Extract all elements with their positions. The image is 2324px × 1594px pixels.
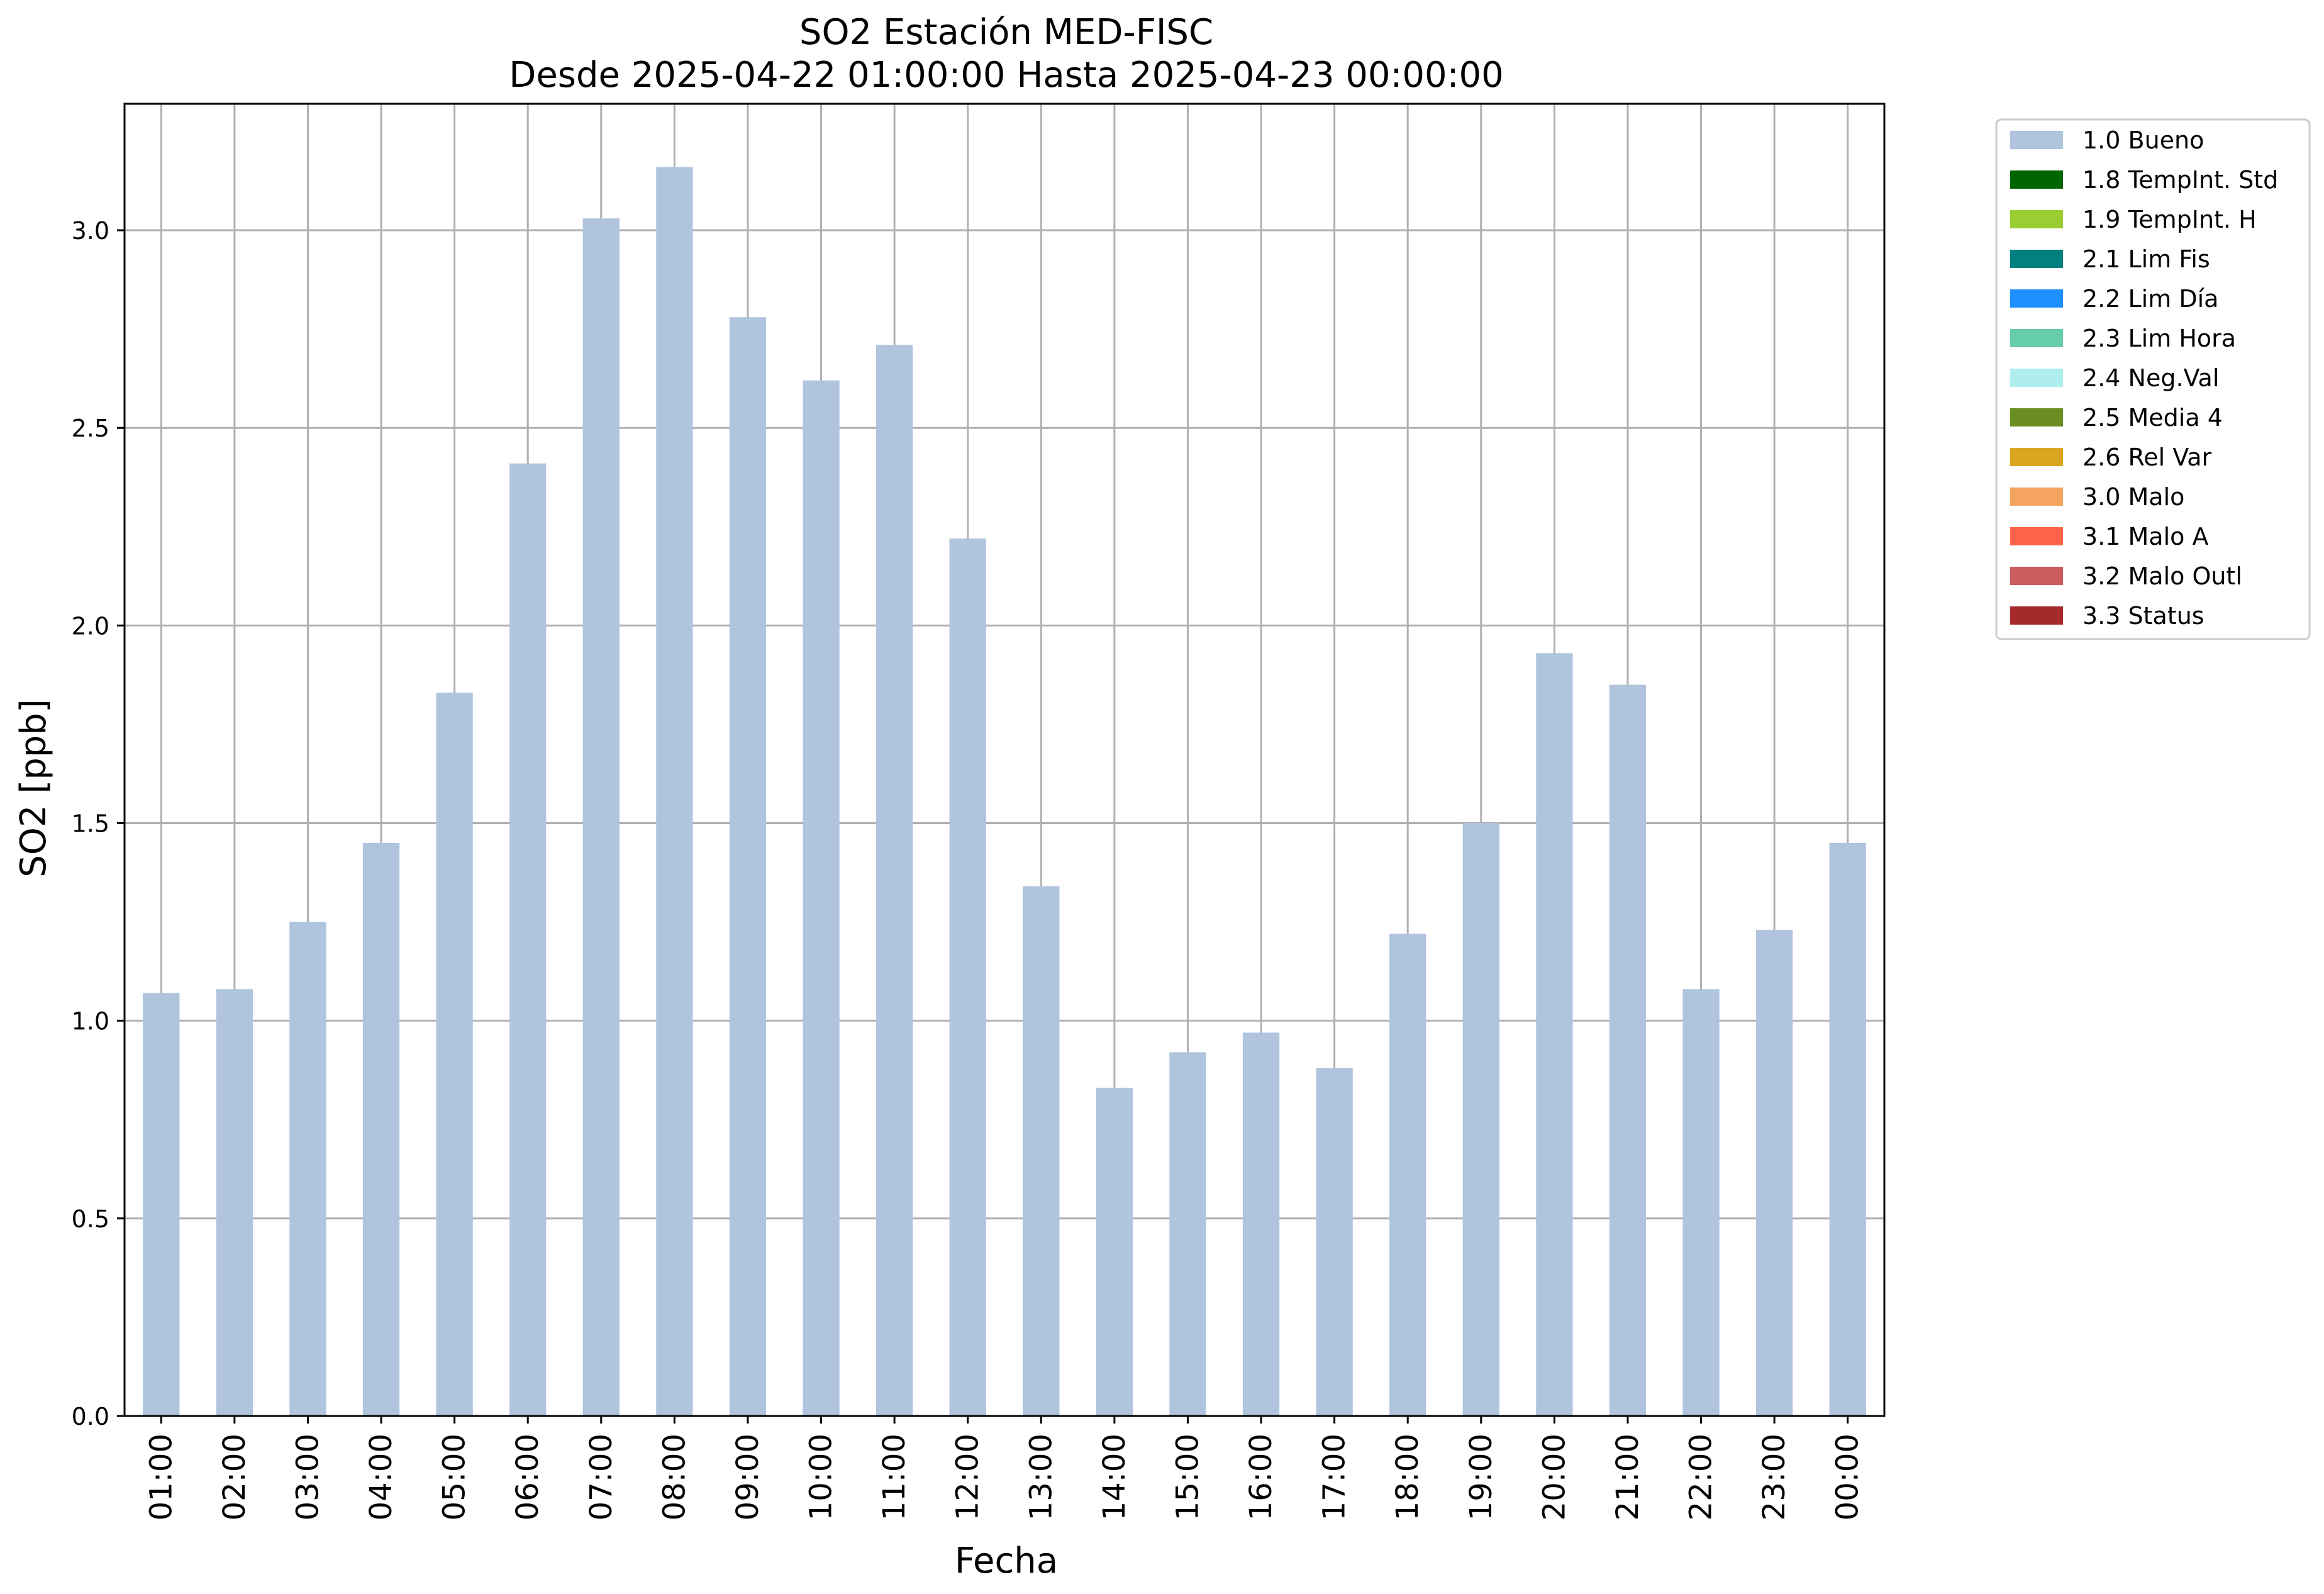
legend-swatch [2010,488,2063,506]
bar [1609,684,1647,1416]
y-tick-label: 2.0 [72,612,109,640]
legend-swatch [2010,527,2063,545]
legend-label: 2.3 Lim Hora [2082,325,2236,352]
bar [1389,934,1426,1416]
bar [656,167,693,1416]
bar [509,463,547,1416]
plot-frame [123,103,1886,1417]
bar [1755,930,1793,1416]
legend-swatch [2010,250,2063,268]
x-tick-label: 07:00 [584,1434,619,1520]
y-tick-label: 0.0 [72,1403,109,1430]
legend-label: 2.6 Rel Var [2082,443,2212,471]
x-tick-label: 02:00 [217,1434,252,1520]
x-tick-label: 13:00 [1023,1434,1059,1520]
bar [1169,1052,1206,1416]
legend-label: 1.0 Bueno [2082,126,2204,154]
x-tick-label: 16:00 [1243,1434,1279,1520]
x-tick-label: 15:00 [1170,1434,1205,1520]
x-tick-label: 21:00 [1610,1434,1645,1520]
y-tick-label: 2.5 [72,415,109,442]
bar [582,218,620,1417]
x-axis-label: Fecha [955,1541,1058,1581]
legend-swatch [2010,408,2063,426]
legend-label: 3.1 Malo A [2082,523,2208,550]
x-tick-label: 20:00 [1537,1434,1572,1520]
x-tick-label: 23:00 [1757,1434,1792,1520]
legend-label: 2.2 Lim Día [2082,285,2218,313]
bar [1462,823,1499,1416]
bar [1829,842,1866,1416]
y-tick-label: 3.0 [72,217,109,245]
x-tick-label: 14:00 [1097,1434,1132,1520]
bar [949,538,986,1417]
x-tick-label: 10:00 [804,1434,839,1520]
legend-swatch [2010,131,2063,149]
legend-label: 2.1 Lim Fis [2082,245,2210,273]
bar [436,693,473,1416]
x-tick-label: 01:00 [143,1434,179,1520]
x-tick-label: 08:00 [657,1434,692,1520]
legend-swatch [2010,210,2063,228]
bar [1536,653,1573,1416]
bar [143,993,180,1416]
x-tick-label: 17:00 [1317,1434,1352,1520]
legend-label: 1.9 TempInt. H [2082,206,2257,233]
legend-swatch [2010,289,2063,308]
x-tick-label: 06:00 [510,1434,545,1520]
y-tick-label: 1.0 [72,1008,109,1035]
legend-swatch [2010,170,2063,189]
bar [362,842,400,1416]
x-axis-ticks: 01:00 02:00 03:00 04:00 05:00 06:00 07:00 08:00… [143,1416,1865,1520]
y-axis-ticks: 0.0 0.5 1.0 1.5 2.0 2.5 3.0 [72,217,125,1430]
legend-swatch [2010,448,2063,466]
x-tick-label: 11:00 [877,1434,912,1520]
legend-label: 3.0 Malo [2082,483,2184,511]
bar [876,345,913,1417]
bar [1096,1088,1133,1416]
x-tick-label: 00:00 [1830,1434,1865,1520]
x-tick-label: 03:00 [290,1434,325,1520]
legend-swatch [2010,369,2063,387]
legend-swatch [2010,567,2063,585]
legend-label: 2.4 Neg.Val [2082,364,2219,392]
bar [289,922,326,1416]
bar [1242,1032,1280,1416]
y-axis-label: SO2 [ppb] [13,699,54,877]
bars [143,167,1866,1417]
legend: 1.0 Bueno 1.8 TempInt. Std 1.9 TempInt. H 2… [1995,118,2311,640]
bar [729,317,767,1416]
chart-title: SO2 Estación MED-FISC [799,12,1213,53]
bar [1682,989,1720,1416]
x-tick-label: 04:00 [364,1434,399,1520]
bar [216,989,253,1416]
y-tick-label: 0.5 [72,1205,109,1233]
legend-label: 3.3 Status [2082,602,2204,630]
x-tick-label: 12:00 [950,1434,986,1520]
x-tick-label: 19:00 [1464,1434,1499,1520]
bar [1316,1068,1353,1416]
bar [803,380,840,1416]
legend-label: 2.5 Media 4 [2082,404,2223,432]
legend-swatch [2010,606,2063,625]
legend-frame [1995,118,2311,640]
y-tick-label: 1.5 [72,810,109,838]
legend-label: 3.2 Malo Outl [2082,562,2242,590]
chart-subtitle: Desde 2025-04-22 01:00:00 Hasta 2025-04-… [509,55,1504,96]
x-tick-label: 22:00 [1684,1434,1719,1520]
bar [1023,886,1060,1416]
legend-label: 1.8 TempInt. Std [2082,166,2278,194]
x-tick-label: 09:00 [730,1434,765,1520]
x-tick-label: 18:00 [1390,1434,1425,1520]
legend-swatch [2010,329,2063,347]
x-tick-label: 05:00 [437,1434,472,1520]
